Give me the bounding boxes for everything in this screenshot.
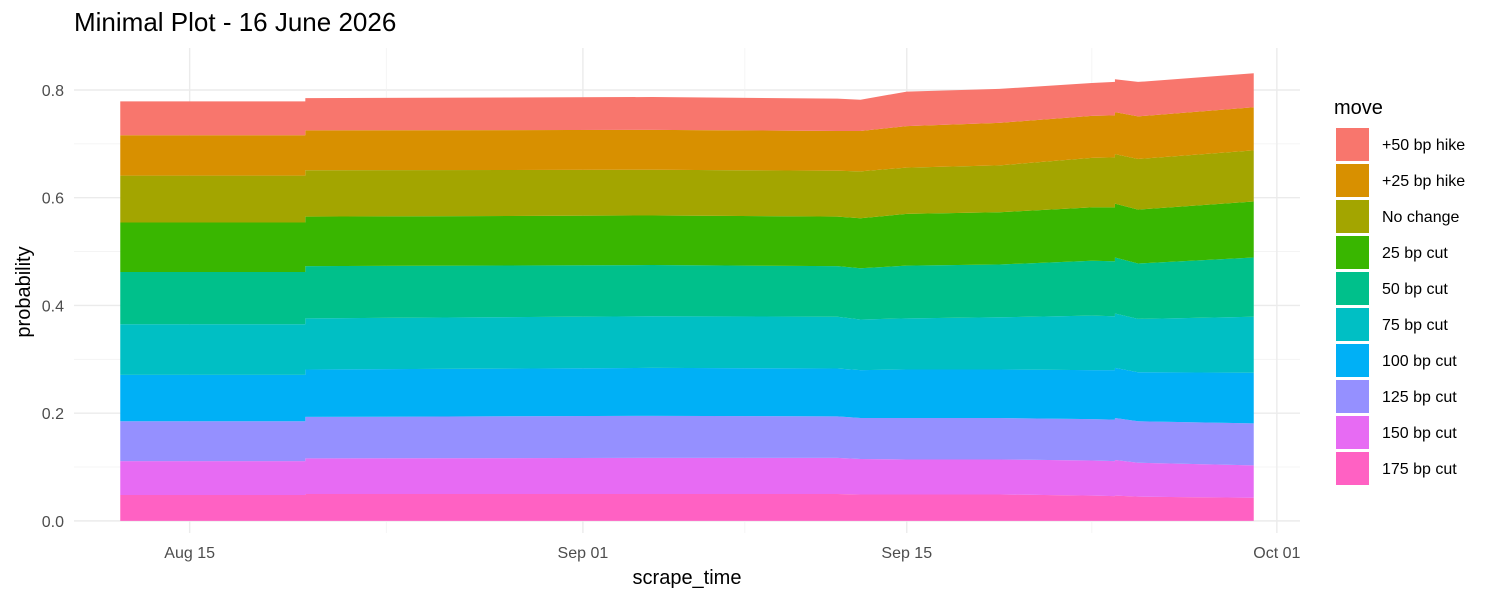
y-tick-label: 0.6: [42, 191, 64, 208]
y-axis-title: probability: [13, 246, 35, 337]
legend-swatch-125-bp-cut: [1336, 380, 1369, 413]
y-axis: 0.0 0.2 0.4 0.6 0.8: [42, 83, 64, 531]
area-plus-50-bp-hike: [120, 73, 1254, 136]
legend-swatch-150-bp-cut: [1336, 416, 1369, 449]
y-tick-label: 0.0: [42, 514, 64, 531]
x-tick-label: Sep 15: [881, 545, 932, 562]
legend-label-plus-25-bp-hike: +25 bp hike: [1382, 173, 1465, 190]
area-layer: [120, 73, 1254, 521]
x-tick-label: Oct 01: [1253, 545, 1300, 562]
area-no-change: [120, 150, 1254, 223]
x-tick-label: Aug 15: [164, 545, 215, 562]
legend-label-50-bp-cut: 50 bp cut: [1382, 281, 1448, 298]
legend-swatch-50-bp-cut: [1336, 272, 1369, 305]
legend-swatch-plus-25-bp-hike: [1336, 164, 1369, 197]
area-75-bp-cut: [120, 313, 1254, 375]
legend-label-75-bp-cut: 75 bp cut: [1382, 317, 1448, 334]
legend-swatch-75-bp-cut: [1336, 308, 1369, 341]
legend-swatch-175-bp-cut: [1336, 452, 1369, 485]
legend-label-plus-50-bp-hike: +50 bp hike: [1382, 137, 1465, 154]
legend-label-150-bp-cut: 150 bp cut: [1382, 425, 1457, 442]
area-50-bp-cut: [120, 257, 1254, 325]
legend-title: move: [1334, 97, 1383, 119]
y-tick-label: 0.2: [42, 406, 64, 423]
legend-swatch-100-bp-cut: [1336, 344, 1369, 377]
legend: move +50 bp hike +25 bp hike No change 25 b…: [1334, 97, 1465, 485]
y-tick-label: 0.4: [42, 298, 64, 315]
x-axis: Aug 15 Sep 01 Sep 15 Oct 01: [164, 545, 1300, 562]
chart-title: Minimal Plot - 16 June 2026: [74, 7, 396, 37]
x-axis-title: scrape_time: [633, 567, 742, 589]
legend-label-25-bp-cut: 25 bp cut: [1382, 245, 1448, 262]
area-100-bp-cut: [120, 367, 1254, 424]
legend-label-no-change: No change: [1382, 209, 1459, 226]
legend-label-175-bp-cut: 175 bp cut: [1382, 461, 1457, 478]
legend-swatch-plus-50-bp-hike: [1336, 128, 1369, 161]
legend-label-125-bp-cut: 125 bp cut: [1382, 389, 1457, 406]
legend-label-100-bp-cut: 100 bp cut: [1382, 353, 1457, 370]
legend-swatch-no-change: [1336, 200, 1369, 233]
area-25-bp-cut: [120, 201, 1254, 273]
x-tick-label: Sep 01: [558, 545, 609, 562]
area-175-bp-cut: [120, 493, 1254, 521]
area-125-bp-cut: [120, 415, 1254, 466]
area-150-bp-cut: [120, 457, 1254, 498]
legend-swatch-25-bp-cut: [1336, 236, 1369, 269]
area-plus-25-bp-hike: [120, 107, 1254, 176]
y-tick-label: 0.8: [42, 83, 64, 100]
